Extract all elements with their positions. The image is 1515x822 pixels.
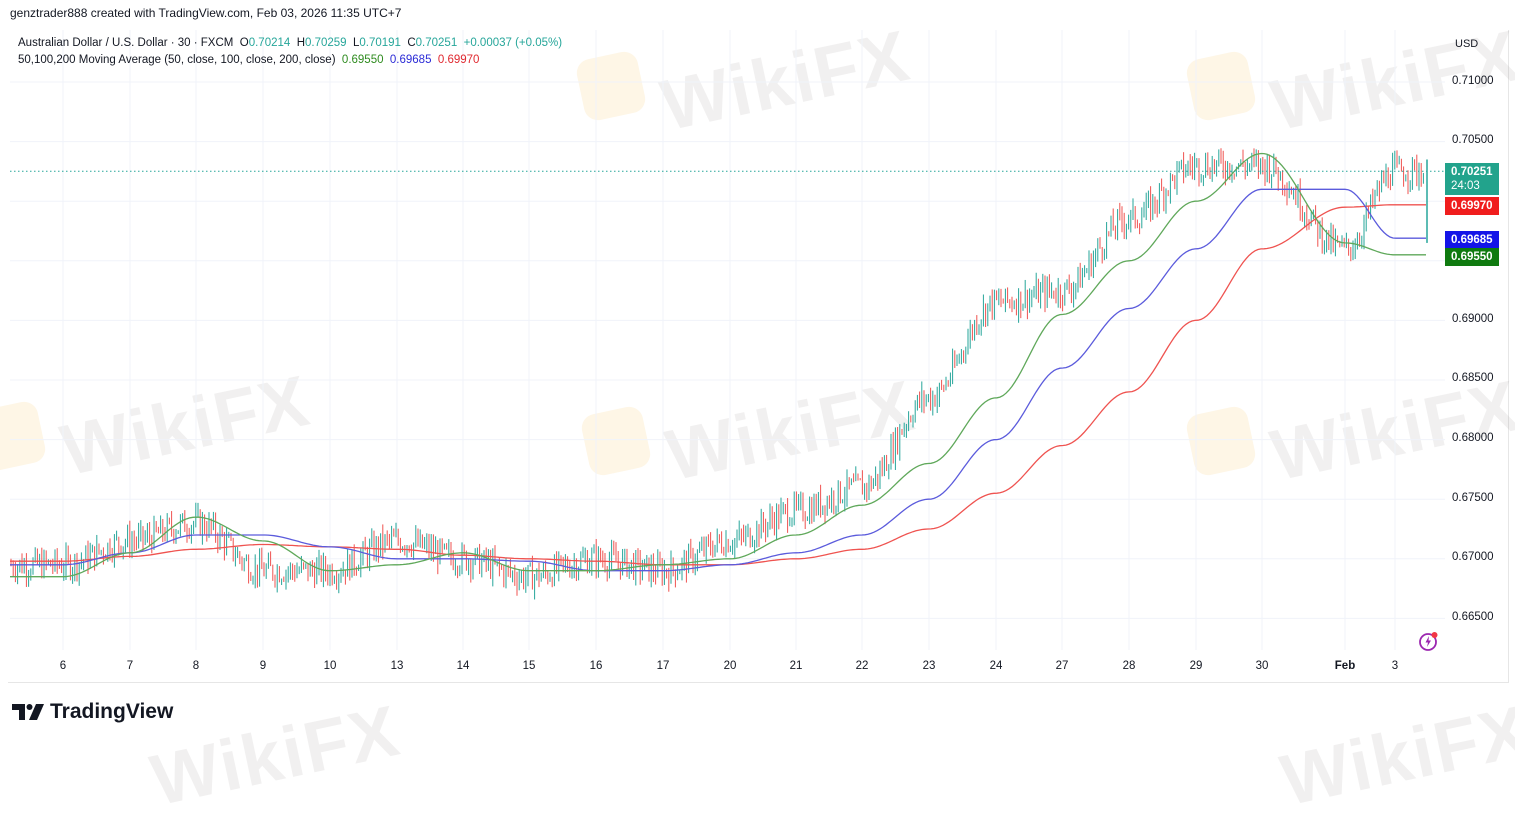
price-tick: 0.68000 [1452,432,1494,444]
close-label: C [407,37,416,49]
ma100-line [10,188,1426,572]
time-tick: 28 [1122,660,1136,672]
time-tick: 30 [1255,660,1269,672]
tradingview-logo[interactable]: TradingView [12,700,173,724]
time-tick: 29 [1189,660,1203,672]
open-value: 0.70214 [248,37,291,49]
ma50-badge: 0.69550 [1445,248,1499,266]
price-tick: 0.69000 [1452,313,1494,325]
price-tick: 0.70500 [1452,134,1494,146]
time-tick: 17 [656,660,670,672]
chart-credit: genztrader888 created with TradingView.c… [10,6,402,20]
grid-lines [10,30,1445,650]
ma200-line [10,204,1426,566]
time-tick: 10 [323,660,337,672]
time-tick: 20 [723,660,737,672]
price-chart[interactable] [0,0,1515,741]
time-tick: 3 [1391,660,1399,672]
chart-legend: Australian Dollar / U.S. Dollar · 30 · F… [18,35,562,69]
price-tick: 0.71000 [1452,75,1494,87]
time-tick: 27 [1055,660,1069,672]
time-tick: 21 [789,660,803,672]
price-tick: 0.67000 [1452,551,1494,563]
change-value: +0.00037 (+0.05%) [463,37,563,49]
high-value: 0.70259 [305,37,347,49]
ma50-value: 0.69550 [341,54,384,66]
ma200-value: 0.69970 [437,54,480,66]
time-tick: 15 [522,660,536,672]
price-tick: 0.67500 [1452,492,1494,504]
time-tick: 13 [390,660,404,672]
time-tick: 6 [59,660,67,672]
tradingview-logo-icon [12,704,44,720]
time-tick: 23 [922,660,936,672]
time-tick: 16 [589,660,603,672]
time-tick: 22 [855,660,869,672]
currency-label[interactable]: USD [1455,38,1479,50]
last-price-badge: 0.70251 24:03 [1445,163,1499,195]
time-tick: 8 [192,660,200,672]
open-label: O [239,37,249,49]
ma100-badge: 0.69685 [1445,231,1499,249]
high-label: H [296,37,305,49]
low-value: 0.70191 [359,37,401,49]
price-tick: 0.66500 [1452,611,1494,623]
time-tick: 7 [126,660,134,672]
symbol-line: Australian Dollar / U.S. Dollar · 30 · F… [18,35,562,52]
ma50-line [10,152,1426,578]
time-tick: 14 [456,660,470,672]
lightning-alert-icon[interactable] [1418,630,1440,652]
ma-title: 50,100,200 Moving Average (50, close, 10… [18,54,336,66]
tradingview-logo-text: TradingView [50,700,174,723]
chart-pane[interactable] [8,30,1509,683]
time-tick-month: Feb [1334,660,1356,672]
candlesticks [10,148,1428,600]
last-price-value: 0.70251 [1451,166,1493,178]
low-label: L [352,37,360,49]
ma-indicator-line[interactable]: 50,100,200 Moving Average (50, close, 10… [18,52,562,69]
time-tick: 24 [989,660,1003,672]
time-tick: 9 [259,660,267,672]
bar-countdown: 24:03 [1451,180,1480,192]
symbol-title: Australian Dollar / U.S. Dollar · 30 · F… [18,37,234,49]
ma200-badge: 0.69970 [1445,197,1499,215]
price-tick: 0.68500 [1452,372,1494,384]
ma100-value: 0.69685 [389,54,432,66]
close-value: 0.70251 [415,37,458,49]
